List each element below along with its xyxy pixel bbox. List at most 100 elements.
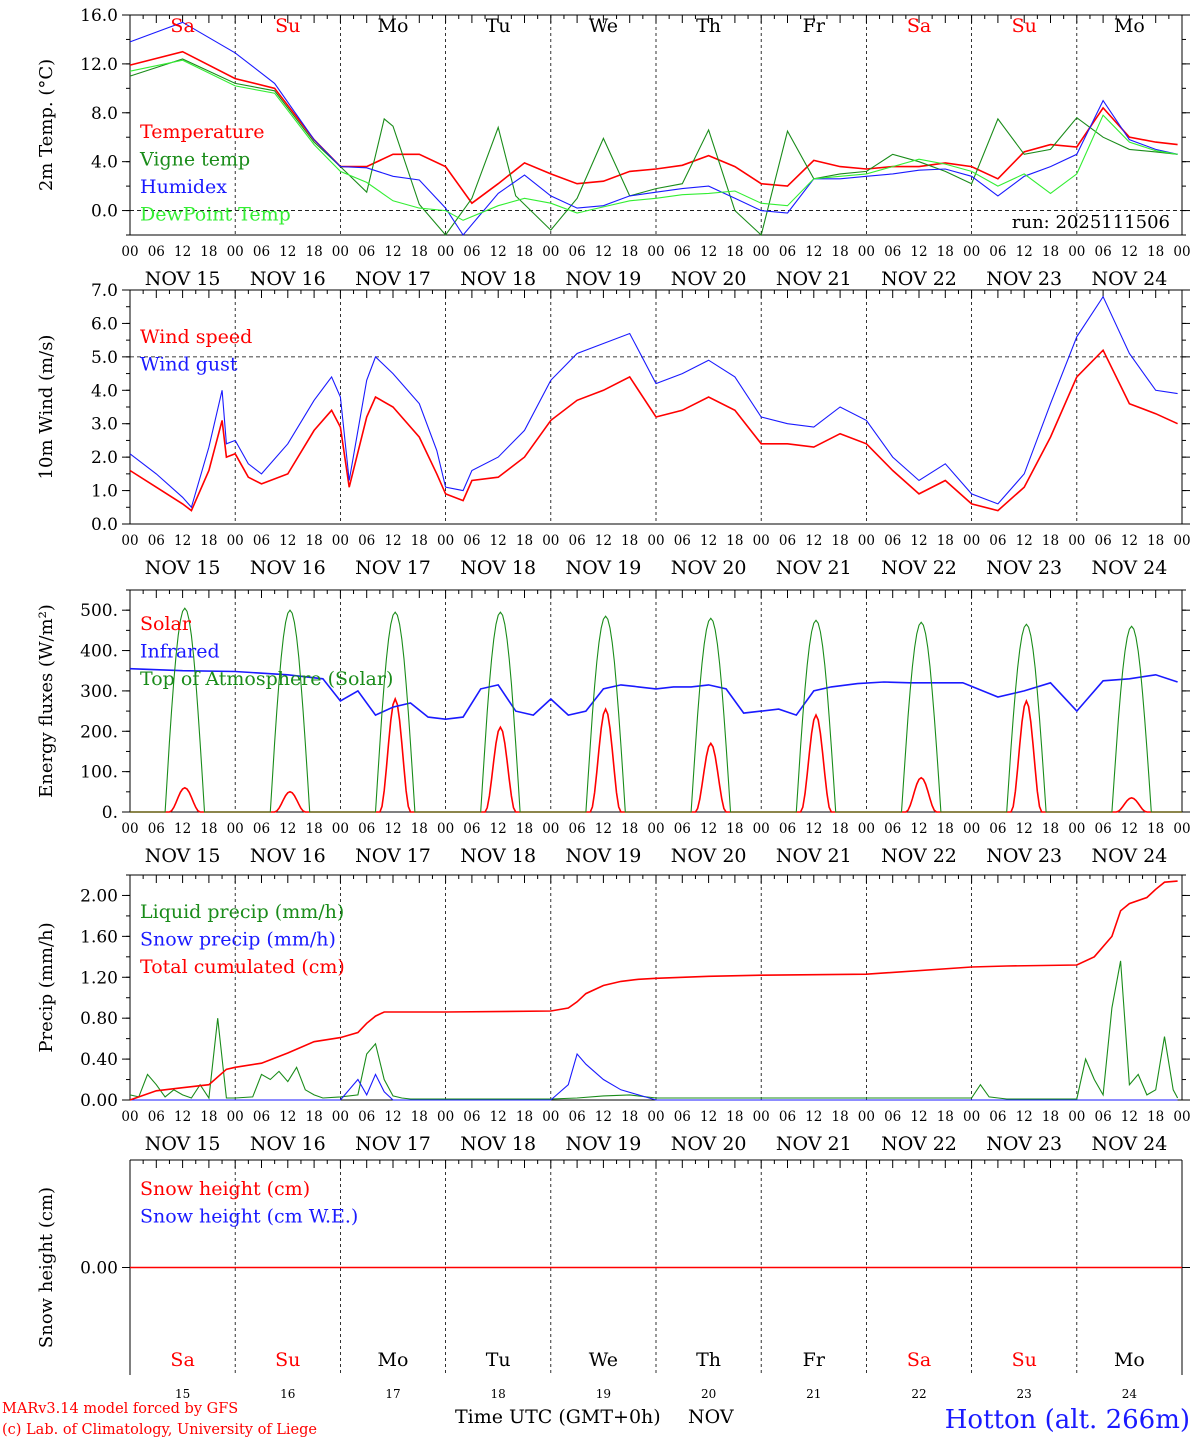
legend-entry: Snow height (cm)	[140, 1178, 310, 1200]
legend-entry: Infrared	[140, 641, 220, 663]
date-label: NOV 21	[776, 268, 852, 290]
hour-tick-label: 06	[674, 1109, 691, 1125]
hour-tick-label: 00	[227, 821, 244, 837]
hour-tick-label: 00	[1068, 1109, 1085, 1125]
weekday-label: Sa	[907, 1349, 931, 1371]
legend-entry: DewPoint Temp	[140, 204, 291, 226]
panel-wind: 7.0 6.0 5.0 4.0 3.0 2.0 1.0 0.0 10m Wind (m/s) 00…	[36, 281, 1191, 579]
date-label: NOV 17	[355, 557, 431, 579]
hour-tick-label: 00	[227, 1109, 244, 1125]
panel-temp: 16.0 12.0 8.0 4.0 0.0 2m Temp. (°C) 00 06 12 18 00…	[36, 6, 1191, 290]
month-label: NOV	[688, 1406, 734, 1428]
legend-entry: Solar	[140, 613, 192, 635]
hour-tick-label: 06	[1095, 821, 1112, 837]
day-number: 21	[806, 1387, 821, 1401]
hour-tick-label: 00	[1173, 533, 1190, 549]
chart-panels: 16.0 12.0 8.0 4.0 0.0 2m Temp. (°C) 00 06 12 18 00…	[36, 6, 1191, 1401]
hour-tick-label: 18	[621, 1109, 638, 1125]
y-tick-label: 0.40	[80, 1050, 118, 1070]
weekday-label: Fr	[803, 1349, 826, 1371]
hour-tick-label: 18	[621, 821, 638, 837]
hour-tick-label: 00	[542, 533, 559, 549]
hour-tick-label: 06	[1095, 533, 1112, 549]
date-label: NOV 19	[565, 268, 641, 290]
day-number: 18	[491, 1387, 506, 1401]
hour-tick-label: 06	[1095, 1109, 1112, 1125]
hour-tick-label: 00	[1173, 1109, 1190, 1125]
hour-tick-label: 12	[910, 821, 927, 837]
weekday-label: Su	[1012, 15, 1037, 37]
hour-tick-label: 06	[253, 1109, 270, 1125]
date-label: NOV 22	[881, 845, 957, 867]
y-axis-label: 10m Wind (m/s)	[36, 335, 57, 480]
hour-tick-label: 12	[910, 533, 927, 549]
hour-tick-label: 18	[200, 821, 217, 837]
hour-tick-label: 00	[1068, 533, 1085, 549]
day-number: 17	[385, 1387, 400, 1401]
hour-tick-label: 18	[306, 1109, 323, 1125]
date-label: NOV 15	[145, 268, 221, 290]
hour-tick-label: 06	[253, 821, 270, 837]
y-axis-label: 2m Temp. (°C)	[36, 59, 57, 191]
date-label: NOV 17	[355, 845, 431, 867]
hour-tick-label: 00	[753, 1109, 770, 1125]
weekday-label: Sa	[907, 15, 931, 37]
hour-tick-label: 00	[437, 244, 454, 260]
date-label: NOV 22	[881, 268, 957, 290]
hour-tick-label: 00	[332, 1109, 349, 1125]
hour-tick-label: 00	[963, 821, 980, 837]
hour-tick-label: 18	[1042, 244, 1059, 260]
hour-tick-label: 06	[884, 533, 901, 549]
y-tick-label: 16.0	[80, 6, 118, 26]
hour-tick-label: 18	[1147, 1109, 1164, 1125]
weekday-label: Tu	[486, 15, 511, 37]
weekday-label: Su	[275, 1349, 300, 1371]
hour-tick-label: 06	[253, 244, 270, 260]
date-label: NOV 16	[250, 268, 326, 290]
hour-tick-label: 06	[148, 821, 165, 837]
hour-tick-label: 00	[332, 244, 349, 260]
y-axis-label: Energy fluxes (W/m²)	[36, 604, 57, 798]
hour-tick-label: 12	[279, 1109, 296, 1125]
hour-tick-label: 06	[674, 244, 691, 260]
hour-tick-label: 12	[384, 821, 401, 837]
hour-tick-label: 18	[1042, 533, 1059, 549]
hour-tick-label: 12	[595, 244, 612, 260]
date-label: NOV 20	[671, 557, 747, 579]
hour-tick-label: 18	[621, 533, 638, 549]
hour-tick-label: 00	[121, 1109, 138, 1125]
legend-entry: Temperature	[140, 121, 264, 143]
y-tick-label: 1.20	[80, 968, 118, 988]
weekday-label: Su	[1012, 1349, 1037, 1371]
y-tick-label: 200.	[80, 722, 118, 742]
legend-entry: Total cumulated (cm)	[140, 956, 345, 978]
date-label: NOV 20	[671, 268, 747, 290]
credit-line-2: (c) Lab. of Climatology, University of L…	[2, 1422, 317, 1438]
date-label: NOV 23	[986, 557, 1062, 579]
hour-tick-label: 00	[437, 821, 454, 837]
y-axis-label: Snow height (cm)	[36, 1187, 57, 1348]
y-tick-label: 0.0	[91, 515, 118, 535]
hour-tick-label: 00	[121, 821, 138, 837]
hour-tick-label: 12	[1121, 244, 1138, 260]
date-label: NOV 18	[460, 268, 536, 290]
date-label: NOV 15	[145, 845, 221, 867]
hour-tick-label: 12	[910, 244, 927, 260]
date-label: NOV 17	[355, 268, 431, 290]
hour-tick-label: 06	[253, 533, 270, 549]
hour-tick-label: 18	[516, 1109, 533, 1125]
weekday-label: Sa	[170, 1349, 194, 1371]
hour-tick-label: 00	[963, 244, 980, 260]
hour-tick-label: 12	[805, 821, 822, 837]
weekday-label: We	[589, 1349, 618, 1371]
series-line-liquid-precip-mm-h-	[129, 960, 1179, 1100]
y-tick-label: 1.60	[80, 927, 118, 947]
hour-tick-label: 12	[384, 244, 401, 260]
hour-tick-label: 06	[148, 533, 165, 549]
hour-tick-label: 06	[884, 244, 901, 260]
hour-tick-label: 18	[937, 821, 954, 837]
date-label: NOV 19	[565, 1133, 641, 1155]
weekday-label: Th	[696, 1349, 721, 1371]
hour-tick-label: 18	[516, 533, 533, 549]
hour-tick-label: 18	[937, 244, 954, 260]
